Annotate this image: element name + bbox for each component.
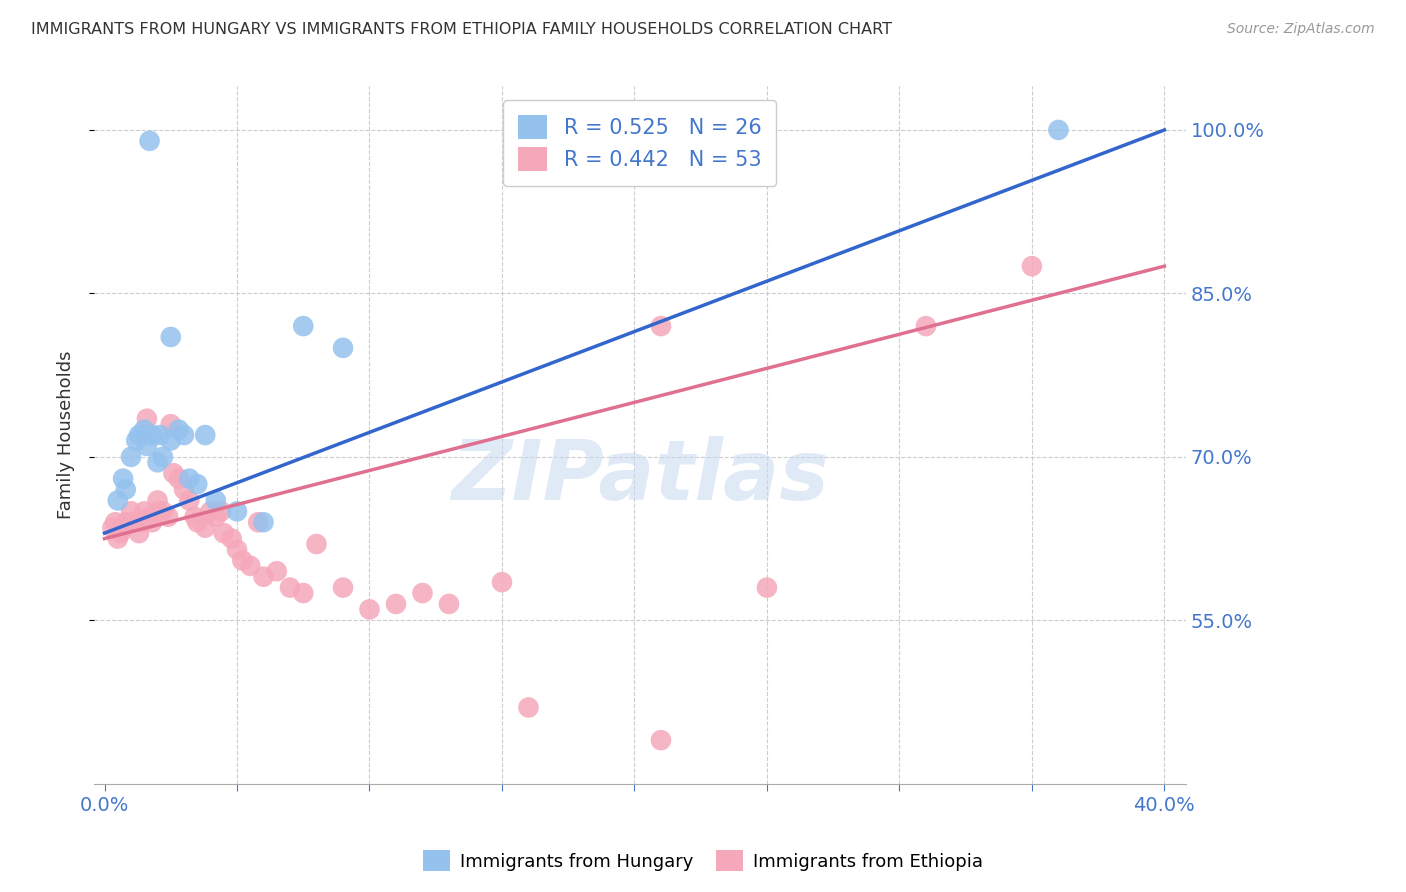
Point: [755, 581, 778, 595]
Point: [204, 493, 226, 508]
Point: [517, 700, 540, 714]
Text: IMMIGRANTS FROM HUNGARY VS IMMIGRANTS FROM ETHIOPIA FAMILY HOUSEHOLDS CORRELATIO: IMMIGRANTS FROM HUNGARY VS IMMIGRANTS FR…: [31, 22, 891, 37]
Point: [247, 515, 270, 529]
Point: [332, 581, 354, 595]
Point: [167, 423, 190, 437]
Point: [231, 553, 253, 567]
Point: [152, 450, 174, 464]
Point: [138, 509, 160, 524]
Legend: Immigrants from Hungary, Immigrants from Ethiopia: Immigrants from Hungary, Immigrants from…: [415, 843, 991, 879]
Point: [146, 455, 169, 469]
Point: [125, 434, 148, 448]
Point: [332, 341, 354, 355]
Point: [915, 319, 938, 334]
Point: [385, 597, 408, 611]
Point: [159, 330, 181, 344]
Point: [131, 515, 153, 529]
Point: [292, 319, 315, 334]
Point: [204, 509, 226, 524]
Point: [125, 515, 148, 529]
Point: [1047, 123, 1070, 137]
Point: [266, 564, 288, 578]
Point: [162, 466, 184, 480]
Point: [173, 483, 195, 497]
Point: [212, 526, 235, 541]
Point: [179, 493, 201, 508]
Point: [152, 504, 174, 518]
Point: [159, 417, 181, 432]
Point: [200, 504, 222, 518]
Point: [239, 558, 262, 573]
Point: [138, 134, 160, 148]
Point: [149, 428, 172, 442]
Point: [120, 515, 142, 529]
Point: [226, 504, 249, 518]
Point: [110, 526, 132, 541]
Point: [114, 483, 136, 497]
Point: [104, 515, 127, 529]
Point: [141, 515, 163, 529]
Y-axis label: Family Households: Family Households: [58, 351, 75, 519]
Point: [1021, 259, 1043, 273]
Point: [173, 428, 195, 442]
Point: [226, 542, 249, 557]
Point: [194, 521, 217, 535]
Point: [107, 493, 129, 508]
Point: [135, 439, 157, 453]
Point: [437, 597, 460, 611]
Point: [359, 602, 381, 616]
Point: [146, 493, 169, 508]
Point: [112, 472, 135, 486]
Point: [292, 586, 315, 600]
Point: [128, 428, 150, 442]
Point: [179, 472, 201, 486]
Point: [159, 434, 181, 448]
Point: [221, 532, 243, 546]
Point: [252, 515, 274, 529]
Point: [209, 504, 232, 518]
Point: [194, 428, 217, 442]
Point: [120, 504, 142, 518]
Point: [650, 733, 672, 747]
Point: [135, 411, 157, 425]
Point: [252, 570, 274, 584]
Point: [491, 575, 513, 590]
Point: [186, 515, 208, 529]
Point: [114, 515, 136, 529]
Point: [186, 477, 208, 491]
Point: [141, 428, 163, 442]
Point: [134, 504, 156, 518]
Point: [120, 450, 142, 464]
Point: [146, 504, 169, 518]
Text: ZIPatlas: ZIPatlas: [451, 436, 828, 517]
Point: [157, 509, 180, 524]
Point: [107, 532, 129, 546]
Point: [183, 509, 205, 524]
Point: [305, 537, 328, 551]
Point: [128, 526, 150, 541]
Text: Source: ZipAtlas.com: Source: ZipAtlas.com: [1227, 22, 1375, 37]
Point: [112, 521, 135, 535]
Point: [278, 581, 301, 595]
Point: [134, 423, 156, 437]
Point: [167, 472, 190, 486]
Point: [650, 319, 672, 334]
Point: [411, 586, 433, 600]
Legend: R = 0.525   N = 26, R = 0.442   N = 53: R = 0.525 N = 26, R = 0.442 N = 53: [503, 100, 776, 186]
Point: [101, 521, 124, 535]
